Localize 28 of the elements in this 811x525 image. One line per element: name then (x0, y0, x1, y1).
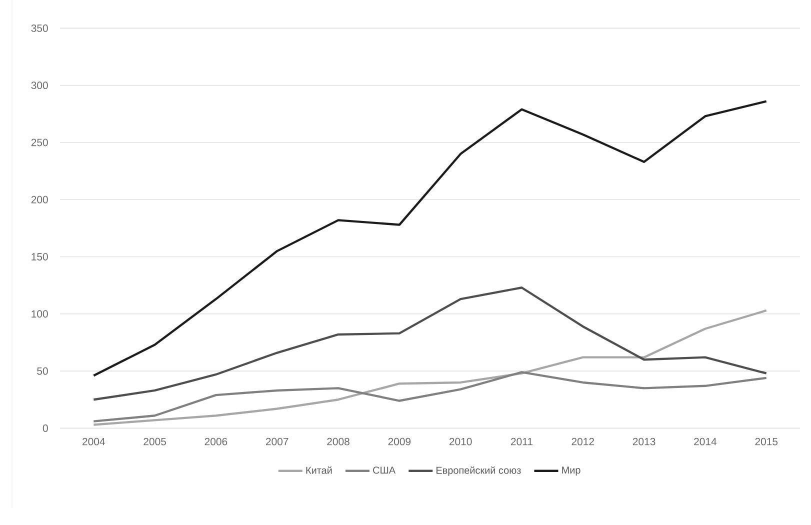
y-tick-label: 300 (31, 82, 48, 89)
legend-label: Мир (562, 466, 580, 476)
x-tick-label: 2006 (204, 438, 228, 446)
y-tick-label: 50 (37, 367, 48, 375)
x-tick-label: 2011 (511, 438, 532, 446)
y-tick-label: 100 (32, 310, 48, 318)
x-tick-label: 2012 (572, 438, 594, 446)
line-series (92, 371, 768, 422)
line-series (92, 286, 768, 401)
y-tick-label: 250 (31, 138, 48, 146)
x-tick-label: 2005 (144, 438, 166, 446)
legend-label: Китай (306, 466, 332, 474)
x-tick-label: 2009 (388, 438, 411, 446)
x-tick-label: 2007 (266, 438, 288, 446)
x-tick-label: 2004 (82, 438, 105, 446)
x-tick-label: 2008 (327, 438, 350, 446)
line-series (92, 309, 768, 426)
y-tick-label: 350 (31, 24, 48, 32)
legend-label: США (373, 466, 396, 474)
y-tick-label: 0 (42, 424, 48, 432)
x-tick-label: 2013 (632, 438, 656, 446)
x-tick-label: 2010 (449, 438, 472, 446)
y-tick-label: 200 (31, 196, 48, 204)
x-tick-label: 2014 (694, 438, 717, 446)
y-tick-label: 150 (32, 252, 48, 260)
x-tick-label: 2015 (755, 438, 778, 446)
line-series (92, 100, 768, 377)
legend-label: Европейский союз (436, 466, 521, 476)
